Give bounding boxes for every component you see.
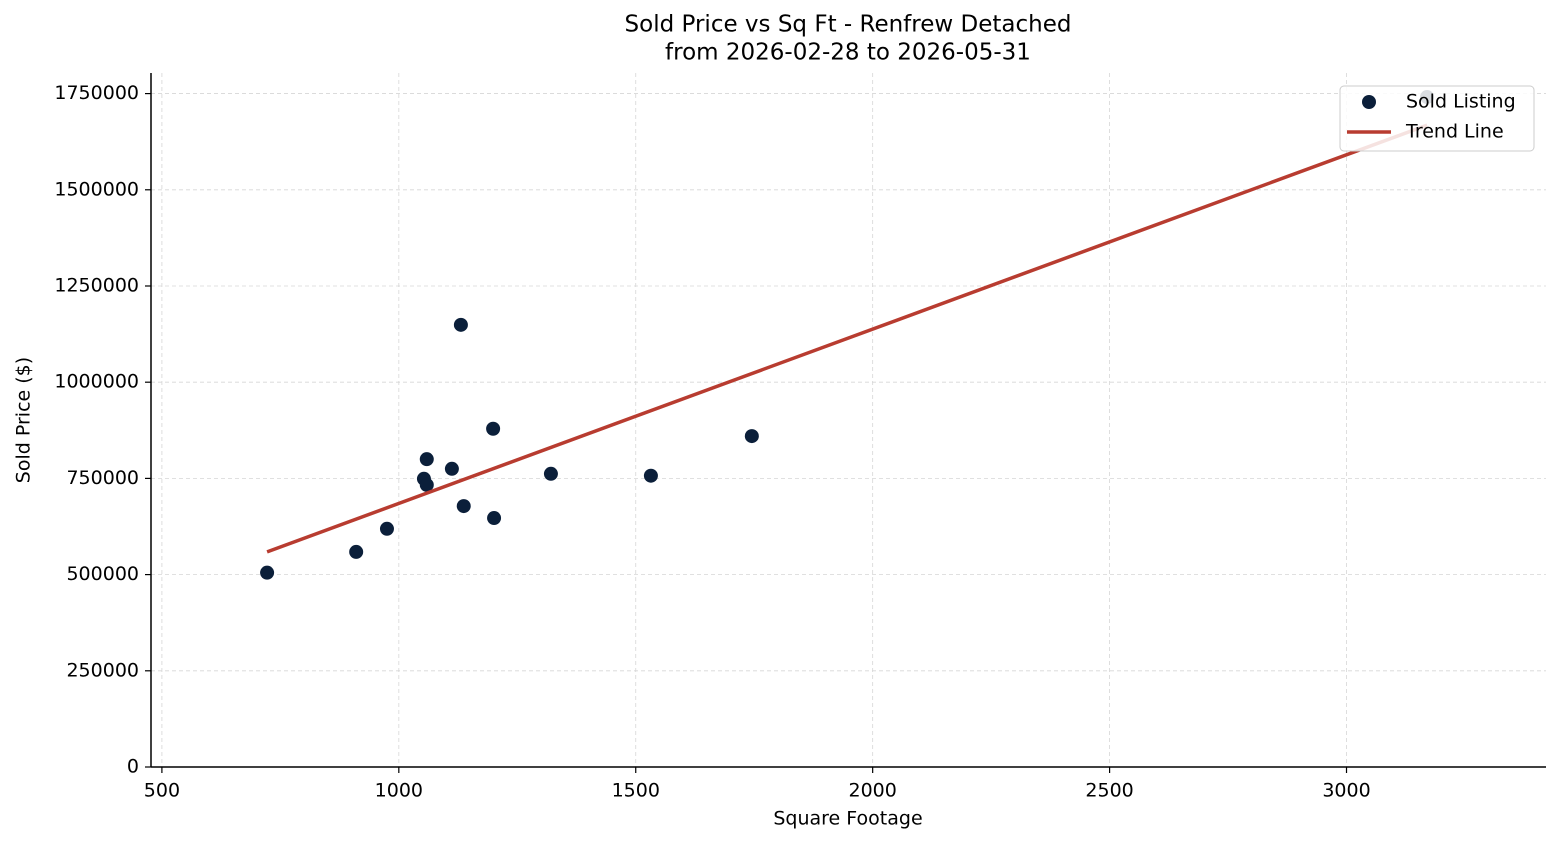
chart-subtitle: from 2026-02-28 to 2026-05-31: [665, 40, 1031, 66]
x-tick-label: 2000: [848, 780, 896, 802]
legend-marker: [1362, 95, 1376, 109]
data-point: [543, 466, 558, 481]
y-tick-label: 0: [127, 756, 139, 778]
legend-label: Sold Listing: [1406, 91, 1516, 113]
x-tick-label: 1000: [375, 780, 423, 802]
x-tick-label: 2500: [1085, 780, 1133, 802]
legend-box: [1339, 85, 1535, 152]
y-tick-label: 1000000: [54, 371, 139, 393]
legend-label: Trend Line: [1405, 121, 1504, 143]
data-point: [379, 521, 394, 536]
data-point: [444, 461, 459, 476]
y-tick-label: 250000: [66, 659, 139, 681]
grid: [151, 73, 1546, 768]
trend-line: [266, 123, 1428, 554]
data-point: [643, 468, 658, 483]
y-tick-label: 1500000: [54, 178, 139, 200]
y-axis-label: Sold Price ($): [13, 357, 35, 483]
legend: Sold Listing Trend Line: [1339, 85, 1535, 152]
y-tick-label: 500000: [66, 563, 139, 585]
x-tick-label: 1500: [612, 780, 660, 802]
x-axis-label: Square Footage: [773, 808, 922, 830]
plot-area: [260, 90, 1435, 580]
data-point: [260, 565, 275, 580]
chart-title: Sold Price vs Sq Ft - Renfrew Detached: [625, 12, 1072, 38]
x-tick-label: 500: [144, 780, 180, 802]
data-point: [419, 452, 434, 467]
data-point: [744, 429, 759, 444]
data-point: [456, 499, 471, 514]
data-point: [487, 511, 502, 526]
y-tick-label: 1750000: [54, 82, 139, 104]
y-tick-label: 750000: [66, 467, 139, 489]
y-tick-label: 1250000: [54, 274, 139, 296]
data-point: [349, 544, 364, 559]
x-tick-label: 3000: [1322, 780, 1370, 802]
data-point: [453, 317, 468, 332]
data-point: [419, 477, 434, 492]
data-point: [486, 421, 501, 436]
